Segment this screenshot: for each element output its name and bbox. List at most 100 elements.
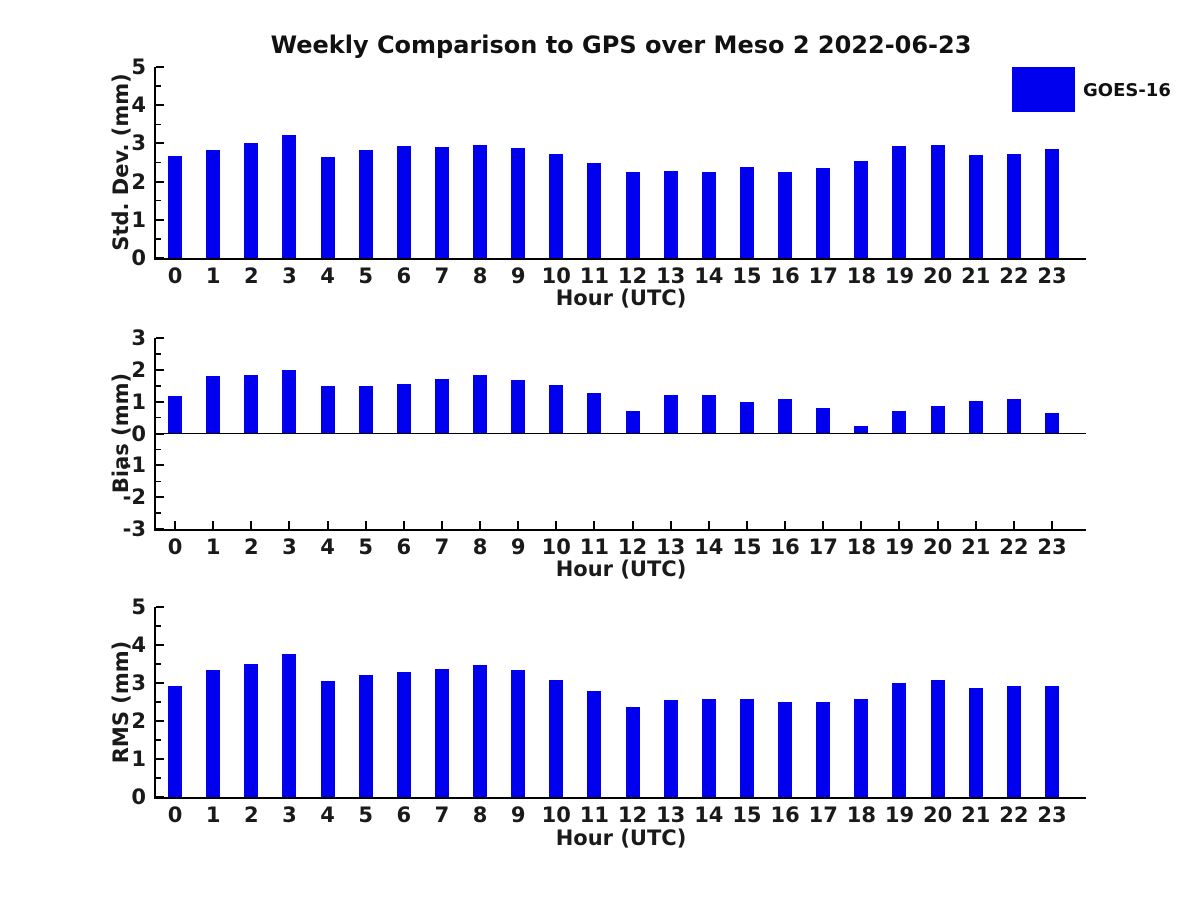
bar [168,686,182,797]
bar [1044,413,1059,434]
y-minor-tick [156,739,161,741]
bar [930,406,945,434]
bar [473,664,488,797]
x-tick-label: 4 [320,803,335,827]
x-tick-label: 7 [434,803,450,827]
bar [701,394,716,434]
x-tick [517,521,520,529]
x-tick-label: 6 [396,803,412,827]
x-tick-label: 8 [472,535,488,559]
y-minor-tick [156,353,161,355]
y-tick-label: 1 [131,389,146,414]
x-tick-label: 16 [770,264,800,288]
x-tick-label: 12 [617,535,648,559]
bar [854,160,869,258]
y-tick-label: 4 [131,93,146,118]
y-tick-label: 0 [131,785,146,809]
legend-label: GOES-16 [1083,80,1171,101]
y-minor-tick [156,238,161,240]
bar [930,144,945,258]
x-tick [974,521,977,529]
y-tick [156,66,164,68]
bar [968,401,983,434]
bar [854,426,869,434]
bar [282,134,297,258]
x-tick-label: 13 [656,264,686,288]
x-tick-label: 8 [472,803,488,827]
bar [206,669,221,797]
bar [1006,399,1021,434]
bar [892,683,907,797]
y-tick-label: 2 [131,357,146,382]
bar [663,170,678,258]
y-axis-label-rms: RMS (mm) [109,640,133,764]
x-tick-label: 10 [541,264,571,288]
x-tick [1050,521,1053,529]
y-minor-tick [156,663,161,665]
x-tick-label: 0 [167,535,183,559]
bar [968,687,983,797]
x-tick-label: 5 [358,264,373,288]
x-tick-label: 1 [205,264,221,288]
x-tick [479,521,482,529]
bar [778,701,793,797]
x-tick-label: 2 [243,803,259,827]
x-tick-label: 9 [510,803,526,827]
y-tick-label: 3 [131,131,146,156]
bar [473,374,488,434]
bar [892,146,907,258]
x-tick-label: 23 [1037,803,1067,827]
x-tick-label: 0 [167,264,183,288]
bar [206,149,221,258]
y-tick-label: 1 [131,747,146,771]
x-tick [822,521,825,529]
bar [549,154,564,258]
y-tick-label: 2 [131,169,146,194]
x-tick-label: 11 [579,264,610,288]
bar [816,167,831,258]
x-axis-spine [154,529,1086,531]
x-tick-label: 22 [999,264,1029,288]
x-tick-label: 17 [808,803,838,827]
bar [320,157,335,258]
y-tick-label: 3 [131,326,146,350]
figure-title: Weekly Comparison to GPS over Meso 2 202… [270,31,972,59]
y-tick [156,257,164,259]
x-tick [898,521,901,529]
x-tick [784,521,787,529]
bar [625,411,640,434]
y-tick-label: -1 [122,453,146,478]
x-tick-label: 22 [999,803,1029,827]
bar [396,671,411,797]
x-tick [250,521,253,529]
bar [587,690,602,797]
bar [282,653,297,797]
bar [701,171,716,258]
x-tick-label: 16 [770,803,800,827]
y-tick-label: 5 [131,55,146,79]
x-tick-label: 17 [808,535,838,559]
x-tick-label: 3 [282,264,297,288]
bar [778,399,793,434]
y-axis-spine [154,607,156,799]
y-tick-label: 5 [131,595,146,619]
x-tick-label: 15 [732,535,762,559]
bar [625,171,640,258]
y-tick-label: -3 [122,517,146,541]
bar [320,681,335,797]
bar [663,395,678,434]
x-tick [669,521,672,529]
bar [511,148,526,258]
x-tick-label: 14 [694,535,724,559]
y-axis-spine [154,338,156,531]
x-tick [1012,521,1015,529]
x-tick [555,521,558,529]
bar [206,375,221,434]
y-tick [156,682,164,684]
y-tick-label: -2 [122,485,146,510]
y-tick [156,606,164,608]
x-tick-label: 13 [656,803,686,827]
x-tick-label: 12 [617,803,648,827]
y-tick-label: 3 [131,671,146,695]
